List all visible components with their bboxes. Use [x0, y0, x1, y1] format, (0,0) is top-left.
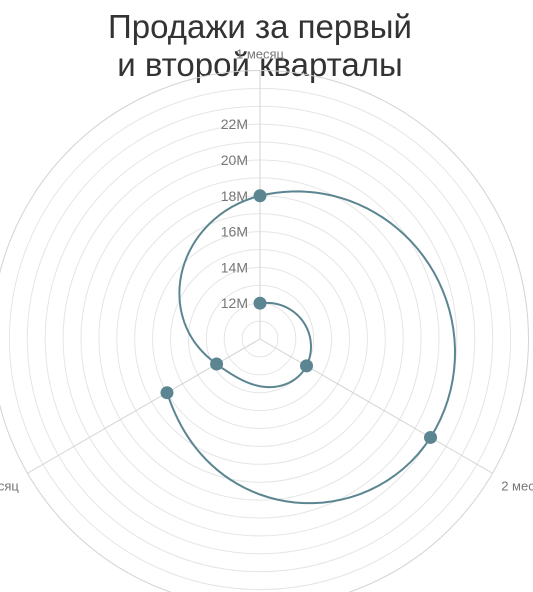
- radial-tick-label: 16M: [221, 224, 248, 240]
- series-marker: [253, 189, 267, 203]
- grid-circles: [0, 70, 529, 592]
- chart-title: Продажи за первый и второй кварталы: [0, 8, 520, 84]
- radial-tick-label: 12M: [221, 295, 248, 311]
- series-line: [166, 190, 457, 505]
- grid-circle: [0, 70, 529, 592]
- series-marker: [160, 386, 174, 400]
- radial-tick-labels: 12M 14M 16M 18M 20M 22M: [221, 116, 248, 311]
- spoke-line: [27, 338, 261, 474]
- radial-tick-label: 18M: [221, 188, 248, 204]
- angular-axis-label: 1 месяц: [236, 47, 285, 62]
- series-markers: [160, 189, 438, 444]
- spoke-line: [259, 338, 493, 474]
- series-marker: [424, 430, 438, 444]
- angular-axis-label: 3 месяц: [0, 478, 19, 493]
- radial-tick-label: 22M: [221, 116, 248, 132]
- chart-title-line-1: Продажи за первый: [108, 8, 412, 45]
- series-marker: [210, 357, 224, 371]
- radial-tick-label: 14M: [221, 259, 248, 275]
- series-marker: [300, 359, 314, 373]
- series-line-group: [166, 190, 457, 505]
- angular-axis-label: 2 месяц: [501, 478, 533, 493]
- series-marker: [253, 296, 267, 310]
- angular-axis-labels: 1 месяц 2 месяц 3 месяц: [0, 47, 533, 494]
- radial-tick-label: 20M: [221, 152, 248, 168]
